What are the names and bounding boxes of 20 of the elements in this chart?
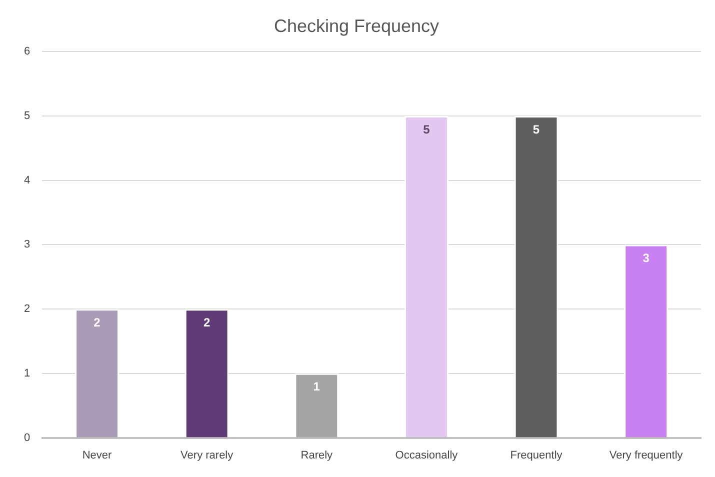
y-tick-label: 6 bbox=[24, 46, 30, 58]
x-tick-label: Frequently bbox=[510, 449, 563, 462]
y-tick-label: 4 bbox=[24, 174, 30, 186]
x-tick-label: Very rarely bbox=[180, 449, 234, 462]
y-tick-label: 2 bbox=[24, 303, 30, 316]
data-label: 2 bbox=[94, 315, 101, 330]
y-tick-label: 1 bbox=[24, 367, 30, 380]
data-label: 2 bbox=[203, 315, 210, 330]
data-label: 1 bbox=[313, 380, 320, 394]
y-tick-label: 3 bbox=[24, 238, 30, 251]
x-tick-label: Very frequently bbox=[609, 449, 684, 462]
data-label: 3 bbox=[642, 251, 650, 266]
y-tick-label: 0 bbox=[24, 432, 30, 444]
data-label: 5 bbox=[423, 122, 430, 136]
x-tick-label: Rarely bbox=[300, 449, 334, 462]
x-tick-label: Occasionally bbox=[395, 449, 458, 462]
chart-title: Checking Frequency bbox=[274, 16, 440, 36]
y-tick-label: 5 bbox=[24, 110, 30, 122]
x-tick-label: Never bbox=[82, 449, 112, 462]
data-label: 5 bbox=[532, 122, 540, 136]
